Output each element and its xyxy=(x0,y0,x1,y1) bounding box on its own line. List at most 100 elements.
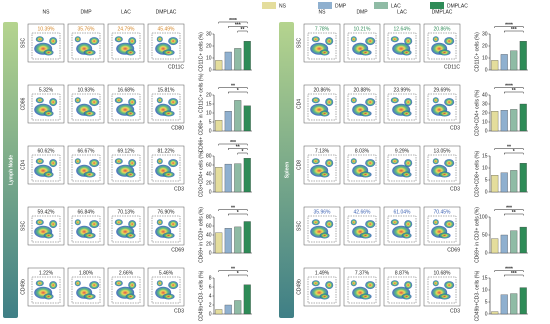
significance-label: ** xyxy=(231,267,235,273)
flow-percent: 69.12% xyxy=(118,148,136,154)
flow-density xyxy=(319,171,330,178)
flow-percent: 60.62% xyxy=(38,148,56,154)
y-tick-label: 50 xyxy=(482,232,488,238)
y-tick-label: 40 xyxy=(206,232,212,238)
flow-gate xyxy=(71,32,101,60)
flow-density xyxy=(35,97,44,104)
column-header: NS xyxy=(43,9,51,15)
flow-gate xyxy=(347,215,377,243)
y-tick-label: 30 xyxy=(206,31,212,37)
flow-density xyxy=(438,110,451,117)
flow-gate xyxy=(427,215,457,243)
flow-density xyxy=(359,171,372,178)
y-tick-label: 15 xyxy=(482,275,488,281)
y-tick-label: 10 xyxy=(206,110,212,116)
flow-percent: 20.88% xyxy=(354,87,372,93)
flow-gate xyxy=(111,276,141,304)
bar xyxy=(234,163,242,193)
flow-density xyxy=(162,110,175,117)
flow-percent: 42.66% xyxy=(354,209,372,215)
flow-x-label: CD80 xyxy=(171,125,184,131)
flow-density xyxy=(49,98,58,107)
y-tick-label: 0 xyxy=(485,67,488,73)
significance-bracket xyxy=(228,213,248,216)
legend-label: DMPLAC xyxy=(447,3,468,9)
flow-density xyxy=(125,232,136,239)
flow-density xyxy=(365,220,376,229)
y-tick-label: 80 xyxy=(206,153,212,159)
flow-gate xyxy=(151,154,181,182)
bar xyxy=(500,172,508,193)
y-tick-label: 20 xyxy=(482,43,488,49)
significance-bracket xyxy=(228,274,248,277)
flow-density xyxy=(404,37,413,46)
flow-percent: 66.84% xyxy=(78,209,96,215)
y-tick-label: 40 xyxy=(206,171,212,177)
flow-gate xyxy=(387,276,417,304)
flow-gate xyxy=(427,32,457,60)
bar xyxy=(243,221,251,254)
flow-gate xyxy=(71,215,101,243)
flow-gate xyxy=(111,154,141,182)
flow-percent: 10.93% xyxy=(78,87,96,93)
flow-x-label: CD3 xyxy=(450,125,460,131)
y-tick-label: 30 xyxy=(482,31,488,37)
flow-density xyxy=(350,36,357,43)
flow-plot xyxy=(147,84,185,124)
flow-percent: 70.45% xyxy=(434,209,452,215)
flow-percent: 7.13% xyxy=(315,148,330,154)
flow-gate xyxy=(151,276,181,304)
flow-density xyxy=(43,171,54,178)
flow-percent: 13.05% xyxy=(434,148,452,154)
y-tick-label: 0 xyxy=(485,311,488,317)
flow-density xyxy=(438,232,451,239)
significance-bracket xyxy=(504,30,524,33)
significance-bracket xyxy=(218,21,248,24)
flow-plot xyxy=(147,145,185,185)
bar xyxy=(500,54,508,71)
flow-density xyxy=(404,220,413,229)
flow-density xyxy=(390,36,399,43)
flow-density xyxy=(432,280,439,287)
flow-density xyxy=(444,220,455,229)
flow-density xyxy=(365,37,376,46)
flow-density xyxy=(168,37,179,46)
y-axis-label: CD69+ in CD3+ cells (%) xyxy=(474,207,480,263)
section-title: Spleen xyxy=(284,162,290,178)
y-tick-label: 100 xyxy=(479,214,488,220)
bar xyxy=(510,109,518,132)
flow-gate xyxy=(151,93,181,121)
flow-percent: 61.04% xyxy=(394,209,412,215)
flow-gate xyxy=(427,276,457,304)
flow-density xyxy=(89,98,100,107)
flow-density xyxy=(89,37,100,46)
y-tick-label: 5 xyxy=(485,177,488,183)
y-tick-label: 0 xyxy=(485,250,488,256)
y-tick-label: 0 xyxy=(209,128,212,134)
significance-bracket xyxy=(228,26,248,28)
flow-density xyxy=(89,220,100,229)
significance-bracket xyxy=(504,91,524,94)
side-bar xyxy=(279,22,294,318)
flow-gate xyxy=(31,154,61,182)
flow-density xyxy=(125,49,136,56)
flow-density xyxy=(365,159,376,168)
flow-y-label: CD86 xyxy=(20,97,26,110)
legend-label: NS xyxy=(279,3,287,9)
flow-density xyxy=(49,281,58,290)
flow-density xyxy=(432,158,439,165)
y-axis-label: CD3+CD4+ cells (%) xyxy=(474,89,480,136)
column-header: DMP xyxy=(356,9,368,15)
flow-x-label: CD3 xyxy=(174,186,184,192)
flow-density xyxy=(325,98,334,107)
section-title: Lymph Node xyxy=(8,155,14,185)
flow-gate xyxy=(427,154,457,182)
flow-density xyxy=(162,49,175,56)
flow-density xyxy=(168,281,179,290)
flow-density xyxy=(390,97,399,104)
significance-label: ** xyxy=(512,88,516,94)
flow-density xyxy=(156,97,163,104)
flow-gate xyxy=(307,93,337,121)
flow-density xyxy=(359,49,372,56)
flow-percent: 8.87% xyxy=(395,270,410,276)
